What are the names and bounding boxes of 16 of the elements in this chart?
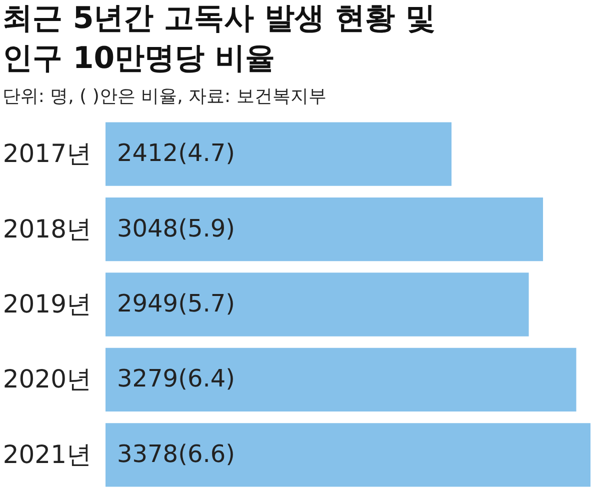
y-tick-label: 2017년 (2, 139, 92, 168)
data-label: 3378(6.6) (117, 440, 235, 468)
bar (104, 346, 578, 413)
data-label: 3048(5.9) (117, 214, 235, 242)
y-tick-label: 2021년 (2, 440, 92, 469)
y-tick-label: 2019년 (2, 290, 92, 318)
y-tick-label: 2020년 (2, 364, 92, 394)
data-label: 2949(5.7) (117, 290, 235, 318)
bar (104, 272, 530, 338)
data-label: 3279(6.4) (117, 364, 235, 393)
chart-title: 최근 5년간 고독사 발생 현황 및 인구 10만명당 비율 (2, 1, 436, 76)
data-label: 2412(4.7) (117, 139, 235, 168)
y-tick-label: 2018년 (2, 214, 92, 244)
bar (104, 196, 544, 262)
chart-subtitle: 단위: 명, ( )안은 비율, 자료: 보건복지부 (2, 86, 326, 107)
bar (104, 121, 453, 187)
